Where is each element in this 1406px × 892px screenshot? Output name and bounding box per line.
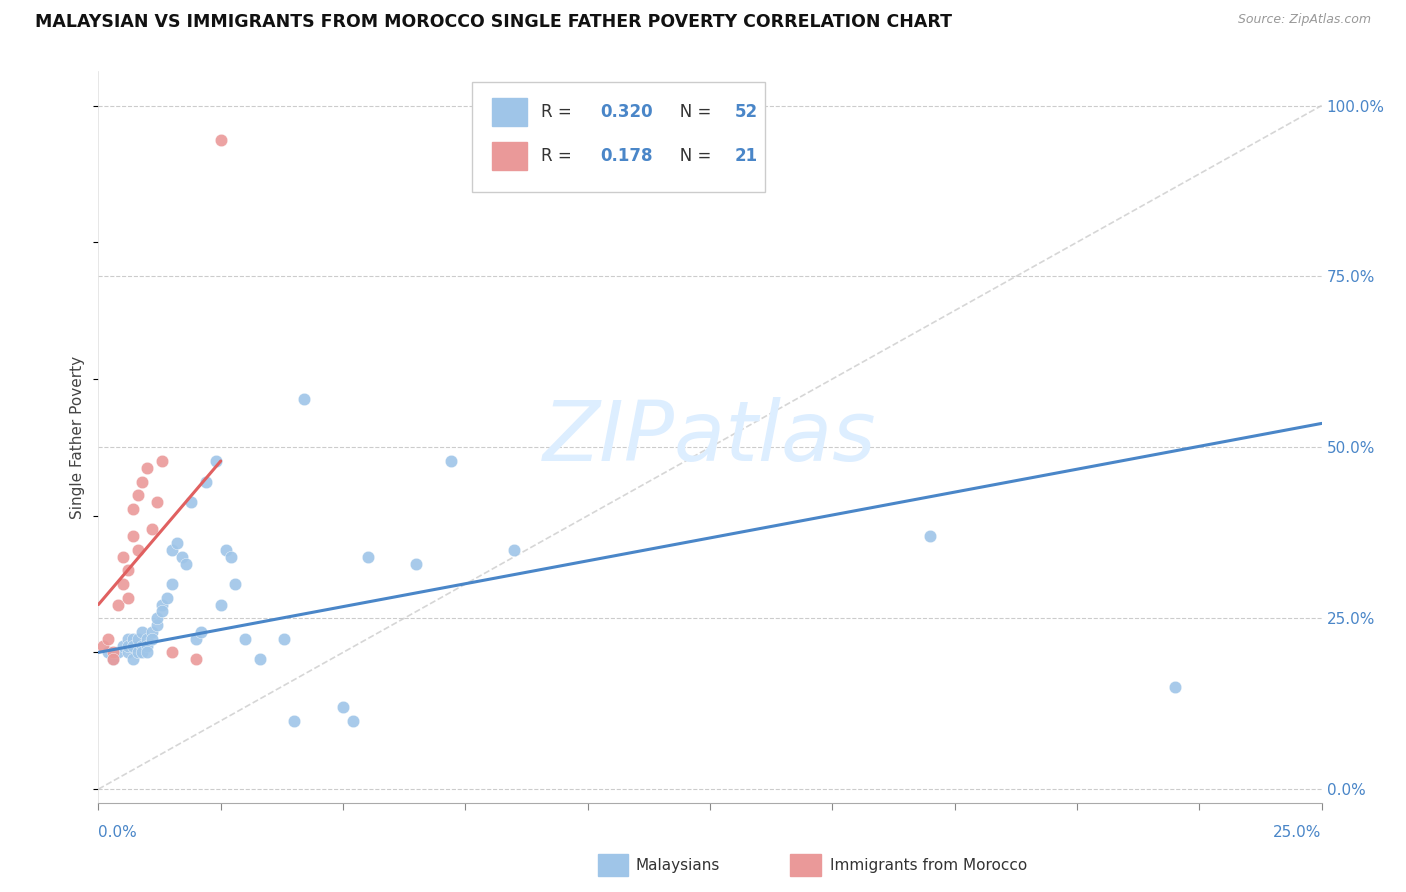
Point <box>224 577 246 591</box>
Point <box>121 529 143 543</box>
FancyBboxPatch shape <box>471 82 765 192</box>
Point <box>117 639 139 653</box>
Text: 21: 21 <box>734 147 758 165</box>
Point <box>121 639 143 653</box>
Point <box>117 645 139 659</box>
Point <box>136 460 159 475</box>
Text: N =: N = <box>664 147 716 165</box>
Point <box>292 392 315 407</box>
Point <box>156 591 179 605</box>
Point <box>342 714 364 728</box>
Point <box>440 454 463 468</box>
Point <box>141 522 163 536</box>
Point <box>190 624 212 639</box>
Text: MALAYSIAN VS IMMIGRANTS FROM MOROCCO SINGLE FATHER POVERTY CORRELATION CHART: MALAYSIAN VS IMMIGRANTS FROM MOROCCO SIN… <box>35 13 952 31</box>
Point <box>127 645 149 659</box>
Point <box>141 624 163 639</box>
Point <box>131 475 153 489</box>
Point <box>101 645 124 659</box>
Point <box>405 557 427 571</box>
Point <box>356 549 378 564</box>
Point <box>214 542 236 557</box>
Point <box>503 542 526 557</box>
Point <box>273 632 295 646</box>
Point <box>219 549 242 564</box>
Point <box>107 645 129 659</box>
Point <box>91 639 114 653</box>
Bar <box>492 143 527 170</box>
Point <box>150 454 173 468</box>
Text: 0.320: 0.320 <box>600 103 652 121</box>
Text: R =: R = <box>541 103 578 121</box>
Point <box>127 632 149 646</box>
Point <box>283 714 305 728</box>
Point <box>176 557 198 571</box>
Text: 52: 52 <box>734 103 758 121</box>
Text: 0.0%: 0.0% <box>98 825 138 840</box>
Bar <box>492 98 527 127</box>
Point <box>233 632 256 646</box>
Point <box>97 645 120 659</box>
Point <box>111 639 134 653</box>
Point <box>117 563 139 577</box>
Point <box>160 542 183 557</box>
Point <box>117 632 139 646</box>
Point <box>101 652 124 666</box>
Text: R =: R = <box>541 147 578 165</box>
Point <box>121 652 143 666</box>
Point <box>160 645 183 659</box>
Point <box>107 598 129 612</box>
Point <box>141 632 163 646</box>
Point <box>131 639 153 653</box>
Point <box>111 577 134 591</box>
Point <box>127 488 149 502</box>
Point <box>249 652 271 666</box>
Point <box>111 549 134 564</box>
Point <box>170 549 193 564</box>
Text: N =: N = <box>664 103 716 121</box>
Y-axis label: Single Father Poverty: Single Father Poverty <box>70 356 86 518</box>
Point <box>1164 680 1187 694</box>
Point <box>146 618 169 632</box>
Text: ZIPatlas: ZIPatlas <box>543 397 877 477</box>
Point <box>332 700 354 714</box>
Point <box>186 652 208 666</box>
Point <box>195 475 218 489</box>
Point <box>127 542 149 557</box>
Point <box>150 604 173 618</box>
Text: 0.178: 0.178 <box>600 147 652 165</box>
Text: Malaysians: Malaysians <box>636 858 720 872</box>
Point <box>146 495 169 509</box>
Point <box>97 632 120 646</box>
Point <box>136 639 159 653</box>
Point <box>160 577 183 591</box>
Point <box>136 645 159 659</box>
Point <box>146 611 169 625</box>
Point <box>131 624 153 639</box>
Text: 25.0%: 25.0% <box>1274 825 1322 840</box>
Point <box>166 536 188 550</box>
Point <box>205 454 228 468</box>
Text: Immigrants from Morocco: Immigrants from Morocco <box>830 858 1026 872</box>
Point <box>121 632 143 646</box>
Point <box>209 133 232 147</box>
Point <box>136 632 159 646</box>
Point <box>209 598 232 612</box>
Point <box>131 645 153 659</box>
Point <box>150 598 173 612</box>
Point <box>186 632 208 646</box>
Point <box>117 591 139 605</box>
Point <box>180 495 202 509</box>
Point <box>121 501 143 516</box>
Point <box>920 529 942 543</box>
Text: Source: ZipAtlas.com: Source: ZipAtlas.com <box>1237 13 1371 27</box>
Point <box>101 652 124 666</box>
